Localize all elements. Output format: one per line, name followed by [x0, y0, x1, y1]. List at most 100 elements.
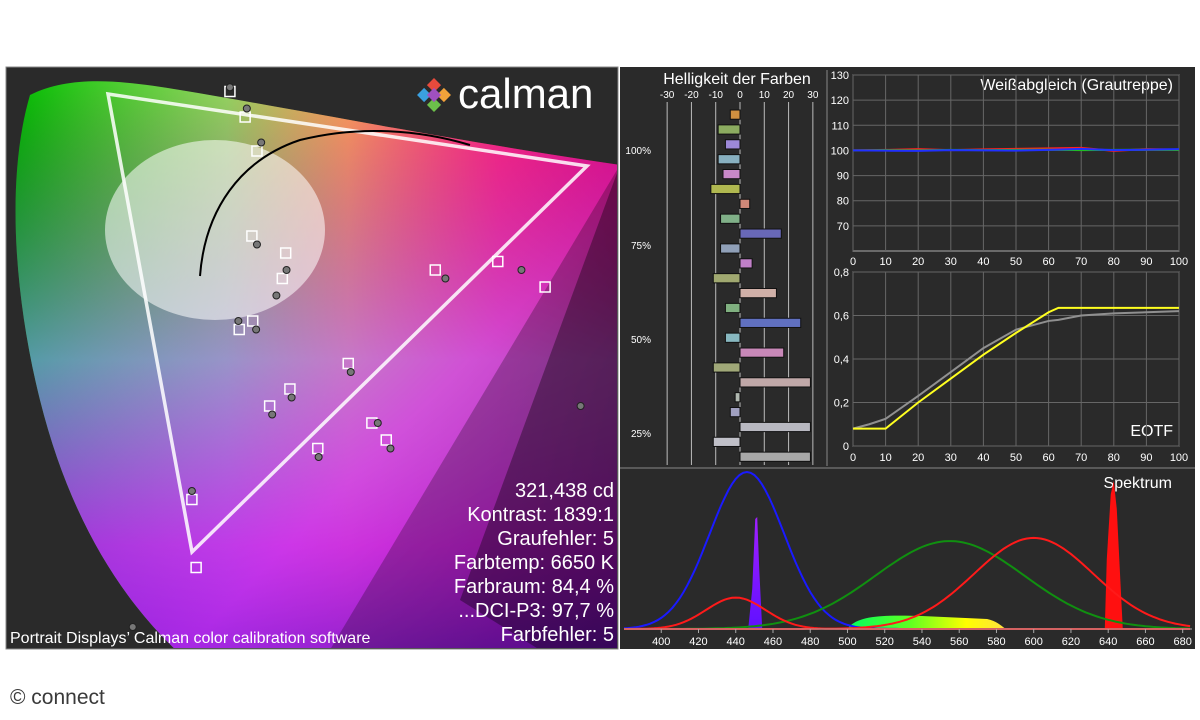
spectrum-x-tick: 600	[1025, 636, 1043, 648]
cie-diagram	[15, 81, 617, 648]
eotf-x-tick: 80	[1108, 452, 1120, 464]
brightness-bar	[722, 169, 741, 180]
eotf-y-tick: 0,4	[834, 354, 849, 366]
eotf-x-tick: 20	[912, 452, 924, 464]
eotf-x-tick: 50	[1010, 452, 1022, 464]
spectrum-x-tick: 420	[689, 636, 707, 648]
wb-y-tick: 100	[831, 145, 849, 157]
spectrum-x-tick: 680	[1174, 636, 1192, 648]
spectrum-x-tick: 500	[838, 636, 856, 648]
measured-point	[234, 317, 243, 325]
brightness-y-label: 25%	[631, 429, 651, 440]
measured-point	[576, 402, 585, 410]
stat-line: Graufehler: 5	[497, 528, 614, 550]
eotf-series-line	[852, 310, 1180, 430]
brightness-bar	[739, 317, 802, 328]
eotf-x-tick: 70	[1075, 452, 1087, 464]
target-marker	[246, 315, 259, 327]
spectrum-x-tick: 460	[764, 636, 782, 648]
target-marker	[492, 255, 504, 268]
eotf-y-tick: 0,6	[834, 311, 849, 323]
target-marker	[251, 145, 263, 157]
spectrum-x-tick: 580	[987, 636, 1005, 648]
wb-y-tick: 110	[831, 120, 849, 132]
brightness-bar	[724, 139, 741, 150]
brightness-bar	[720, 213, 741, 224]
measured-point	[257, 138, 266, 147]
spectrum-green-fill	[847, 615, 1006, 629]
gamut-triangle	[105, 91, 591, 556]
brightness-bar	[717, 154, 741, 165]
eotf-x-tick: 0	[850, 452, 856, 464]
target-marker	[380, 434, 392, 446]
stat-line: 321,438 cd	[515, 480, 614, 502]
target-marker	[263, 400, 276, 412]
target-marker	[190, 561, 202, 574]
wb-x-tick: 40	[977, 256, 989, 268]
credit-text: © connect	[10, 686, 105, 709]
measured-point	[252, 240, 261, 249]
spectrum-x-tick: 560	[950, 636, 968, 648]
whitebalance-chart: Weißabgleich (Grautreppe) 70809010011012…	[831, 70, 1189, 268]
spectrum-x-tick: 400	[652, 636, 670, 648]
wb-y-tick: 130	[831, 70, 849, 82]
measured-point	[346, 368, 355, 376]
target-marker	[279, 247, 292, 259]
measured-point	[128, 623, 137, 631]
measured-point	[242, 104, 251, 113]
spectrum-x-tick: 640	[1099, 636, 1117, 648]
eotf-chart: EOTF 0 0,2 0,4 0,6 0,8 0 10 20 30 40 50 60 70 80 90 100	[834, 267, 1188, 464]
brightness-bar	[712, 436, 741, 447]
blackbody-curve	[199, 129, 471, 277]
eotf-x-tick: 60	[1042, 452, 1054, 464]
whitebalance-title: Weißabgleich (Grautreppe)	[980, 77, 1173, 94]
target-marker	[276, 272, 289, 285]
brightness-x-tick: -30	[660, 90, 675, 101]
wb-x-tick: 90	[1140, 256, 1152, 268]
stat-line: Farbfehler: 5	[501, 624, 614, 646]
measured-point	[252, 325, 261, 334]
spectrum-x-tick: 540	[913, 636, 931, 648]
measured-point	[225, 83, 234, 92]
measured-point	[373, 419, 382, 427]
brightness-bar	[712, 362, 741, 373]
wb-x-tick: 0	[850, 256, 856, 268]
brightness-bar	[739, 451, 811, 462]
logo-text: calman	[458, 70, 593, 117]
wb-y-tick: 120	[831, 95, 849, 107]
brightness-bar	[734, 392, 741, 403]
brightness-bar	[717, 124, 741, 135]
brightness-y-label: 75%	[631, 241, 651, 252]
wb-y-tick: 70	[837, 221, 849, 233]
brightness-x-tick: -10	[708, 90, 723, 101]
spectrum-x-tick: 440	[727, 636, 745, 648]
brightness-x-tick: 0	[737, 90, 743, 101]
eotf-series-line	[853, 306, 1179, 430]
eotf-x-tick: 100	[1170, 452, 1188, 464]
brightness-bar	[739, 288, 777, 299]
brightness-chart: Helligkeit der Farben -30 -20 -10 0 10 20 30 1…	[625, 71, 819, 465]
wb-x-tick: 30	[945, 256, 957, 268]
stat-line: Farbtemp: 6650 K	[454, 552, 615, 574]
target-marker	[246, 230, 258, 242]
wb-x-tick: 10	[879, 256, 891, 268]
brightness-bar	[724, 332, 741, 343]
measured-point	[287, 393, 296, 402]
wb-x-tick: 100	[1170, 256, 1188, 268]
measured-point	[282, 266, 291, 274]
eotf-x-tick: 90	[1140, 452, 1152, 464]
spectrum-title: Spektrum	[1104, 475, 1172, 492]
brightness-bar	[739, 421, 811, 433]
spectrum-red-spike	[1104, 481, 1123, 629]
eotf-y-tick: 0,8	[834, 267, 849, 279]
spectrum-x-tick: 660	[1136, 636, 1154, 648]
stat-line: Farbraum: 84,4 %	[454, 576, 614, 598]
wb-x-tick: 70	[1075, 256, 1087, 268]
brightness-bar	[739, 258, 753, 269]
eotf-x-tick: 40	[977, 452, 989, 464]
brightness-bar	[720, 243, 741, 254]
stat-line: Kontrast: 1839:1	[467, 504, 614, 526]
stats-block: 321,438 cd Kontrast: 1839:1 Graufehler: …	[454, 480, 615, 646]
wb-x-tick: 50	[1010, 256, 1022, 268]
brightness-y-label: 100%	[625, 146, 651, 157]
